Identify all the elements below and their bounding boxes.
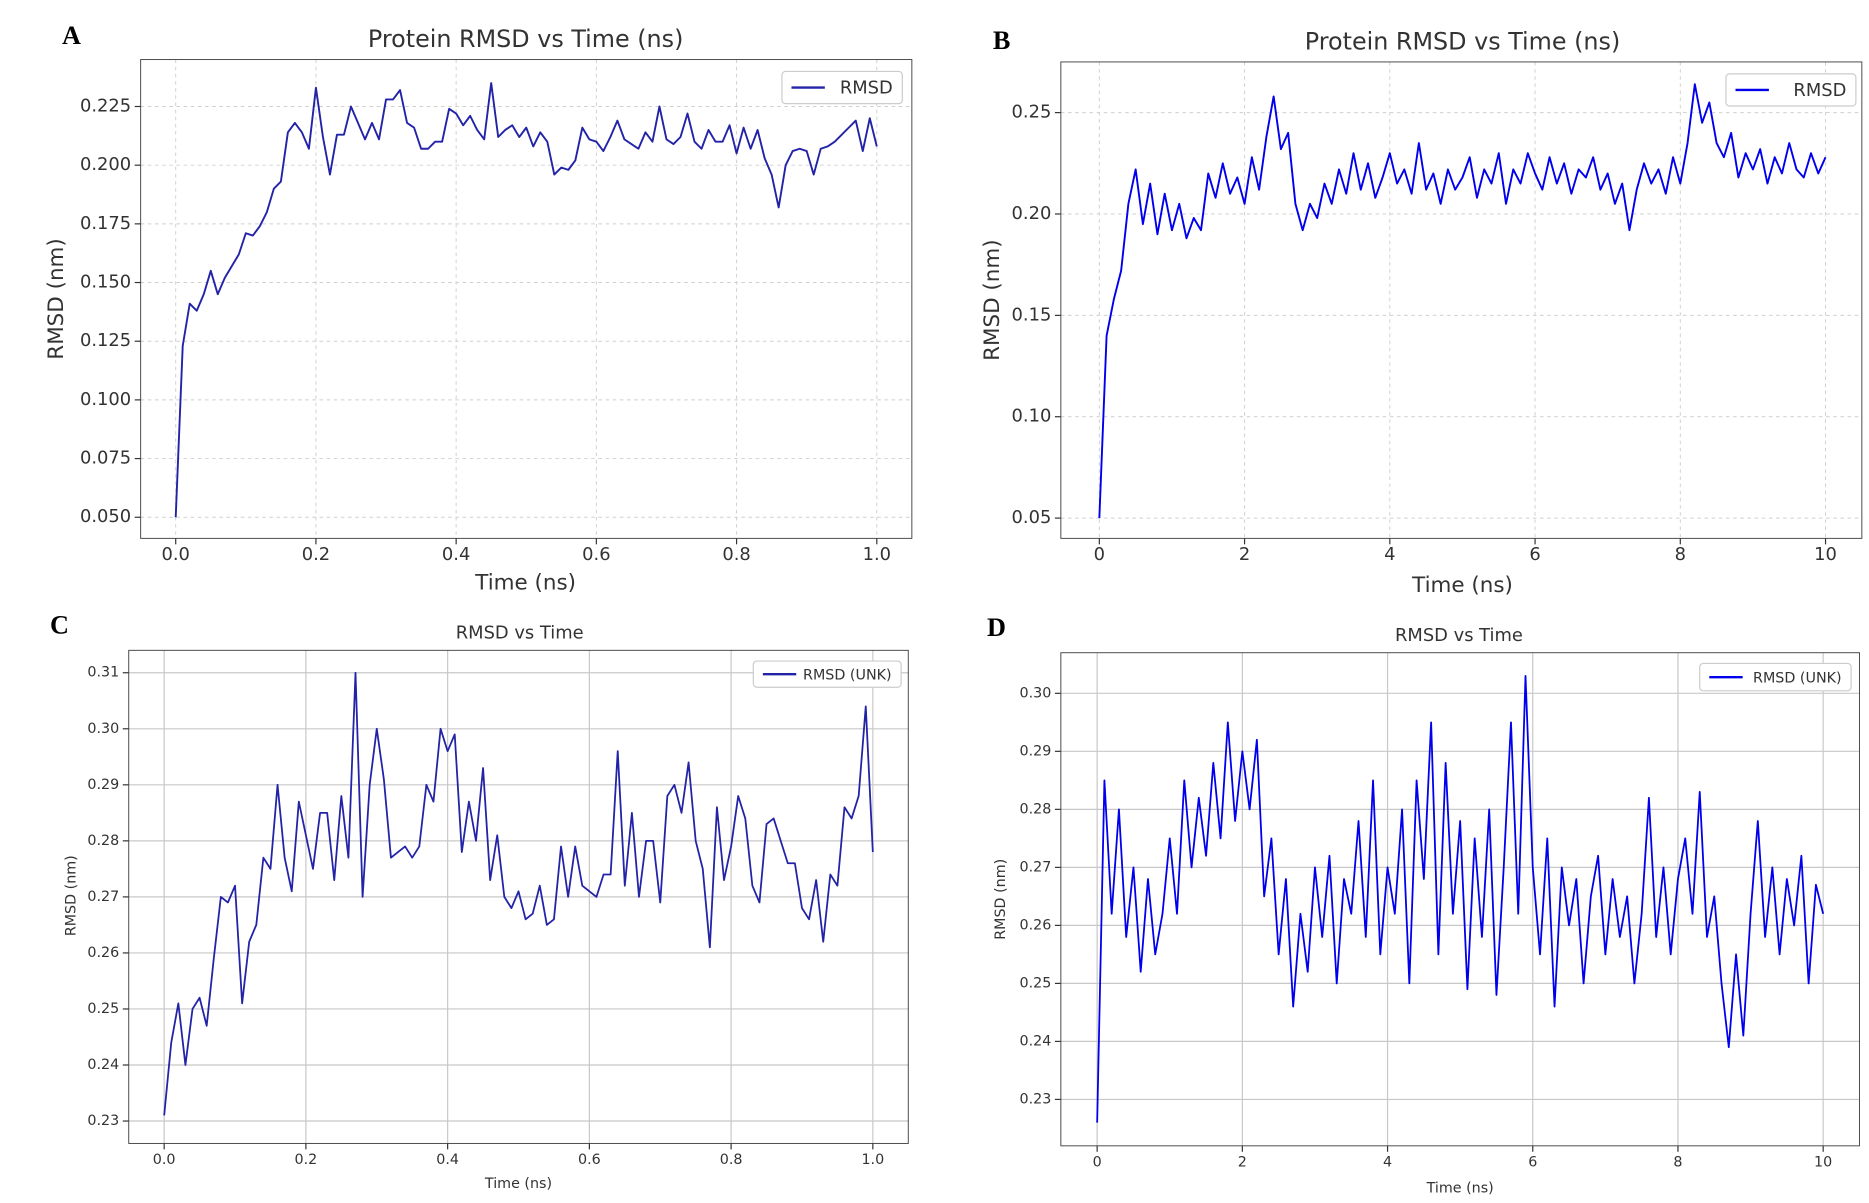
- data-line: [1096, 675, 1825, 1123]
- plot-background: [1060, 652, 1860, 1146]
- y-tick-label: 0.175: [80, 213, 131, 234]
- y-tick-label: 0.125: [80, 330, 131, 351]
- y-tick-label: 0.23: [87, 1113, 119, 1129]
- x-tick-label: 10: [1814, 1155, 1832, 1171]
- y-tick-label: 0.29: [1019, 743, 1051, 759]
- x-tick-label: 0.8: [720, 1152, 743, 1168]
- y-tick-label: 0.24: [87, 1057, 119, 1073]
- plot-frame: [128, 649, 909, 1144]
- y-tick-label: 0.225: [80, 96, 131, 117]
- x-tick-label: 4: [1384, 544, 1395, 565]
- y-tick-label: 0.200: [80, 154, 131, 175]
- y-axis-label: RMSD (nm): [44, 238, 69, 359]
- x-tick-label: 0.2: [302, 544, 330, 565]
- x-axis-label: Time (ns): [1411, 573, 1513, 598]
- plot-background: [140, 59, 912, 539]
- y-tick-label: 0.150: [80, 272, 131, 293]
- x-tick-label: 0: [1093, 1155, 1102, 1171]
- x-tick-label: 0.2: [295, 1152, 318, 1168]
- x-tick-label: 6: [1529, 544, 1540, 565]
- y-tick-label: 0.23: [1019, 1091, 1051, 1107]
- chart-title: RMSD vs Time: [456, 623, 584, 644]
- y-tick-label: 0.30: [1019, 685, 1051, 701]
- x-tick-label: 1.0: [863, 544, 891, 565]
- panel-letter: C: [50, 611, 69, 640]
- panel-letter: B: [993, 26, 1010, 55]
- x-tick-label: 4: [1383, 1155, 1392, 1171]
- plot-frame: [1060, 652, 1860, 1147]
- x-tick-label: 0.6: [582, 544, 610, 565]
- y-tick-label: 0.30: [87, 721, 119, 737]
- y-tick-label: 0.10: [1012, 406, 1052, 427]
- chart-title: RMSD vs Time: [1395, 625, 1523, 646]
- plot-frame: [1060, 61, 1863, 539]
- x-tick-label: 2: [1238, 1155, 1247, 1171]
- y-tick-label: 0.28: [1019, 801, 1051, 817]
- x-tick-label: 1.0: [861, 1152, 884, 1168]
- chart-title: Protein RMSD vs Time (ns): [1305, 27, 1620, 55]
- y-tick-label: 0.24: [1019, 1033, 1051, 1049]
- y-axis-label: RMSD (nm): [980, 239, 1005, 360]
- y-tick-label: 0.29: [87, 777, 119, 793]
- legend-label: RMSD: [840, 78, 893, 99]
- y-tick-label: 0.25: [87, 1001, 119, 1017]
- x-tick-label: 0.4: [436, 1152, 459, 1168]
- y-tick-label: 0.27: [1019, 859, 1051, 875]
- chart-title: Protein RMSD vs Time (ns): [368, 25, 683, 53]
- y-tick-label: 0.100: [80, 389, 131, 410]
- legend-box: [1725, 73, 1857, 107]
- x-tick-label: 0.0: [153, 1152, 176, 1168]
- y-tick-label: 0.27: [87, 889, 119, 905]
- y-tick-label: 0.31: [87, 665, 119, 681]
- legend-label: RMSD (UNK): [803, 667, 892, 683]
- x-tick-label: 0.4: [442, 544, 470, 565]
- x-tick-label: 2: [1239, 544, 1250, 565]
- x-tick-label: 0.6: [578, 1152, 601, 1168]
- panel-letter: D: [987, 613, 1006, 642]
- plot-background: [1060, 61, 1862, 539]
- x-tick-label: 6: [1528, 1155, 1537, 1171]
- y-tick-label: 0.15: [1012, 304, 1052, 325]
- y-tick-label: 0.20: [1012, 203, 1052, 224]
- plot-frame: [140, 59, 913, 539]
- data-line: [163, 671, 874, 1116]
- y-tick-label: 0.050: [80, 506, 131, 527]
- legend-box: [781, 70, 903, 105]
- data-line: [174, 82, 878, 518]
- x-tick-label: 0: [1094, 544, 1105, 565]
- y-tick-label: 0.26: [87, 945, 119, 961]
- y-axis-label: RMSD (nm): [64, 855, 80, 936]
- panel-letter: A: [62, 21, 81, 50]
- x-axis-label: Time (ns): [484, 1176, 552, 1192]
- y-tick-label: 0.25: [1019, 975, 1051, 991]
- x-tick-label: 10: [1814, 544, 1837, 565]
- x-axis-label: Time (ns): [474, 571, 576, 596]
- x-axis-label: Time (ns): [1426, 1181, 1494, 1197]
- x-tick-label: 8: [1673, 1155, 1682, 1171]
- legend-label: RMSD: [1793, 80, 1846, 101]
- y-tick-label: 0.25: [1012, 102, 1052, 123]
- legend-box: [752, 660, 902, 688]
- legend-box: [1699, 662, 1852, 692]
- y-axis-label: RMSD (nm): [993, 859, 1009, 940]
- y-tick-label: 0.26: [1019, 917, 1051, 933]
- legend-label: RMSD (UNK): [1753, 670, 1842, 686]
- x-tick-label: 0.0: [161, 544, 189, 565]
- y-tick-label: 0.05: [1012, 507, 1052, 528]
- data-line: [1098, 83, 1827, 519]
- x-tick-label: 8: [1675, 544, 1686, 565]
- x-tick-label: 0.8: [722, 544, 750, 565]
- y-tick-label: 0.075: [80, 448, 131, 469]
- y-tick-label: 0.28: [87, 833, 119, 849]
